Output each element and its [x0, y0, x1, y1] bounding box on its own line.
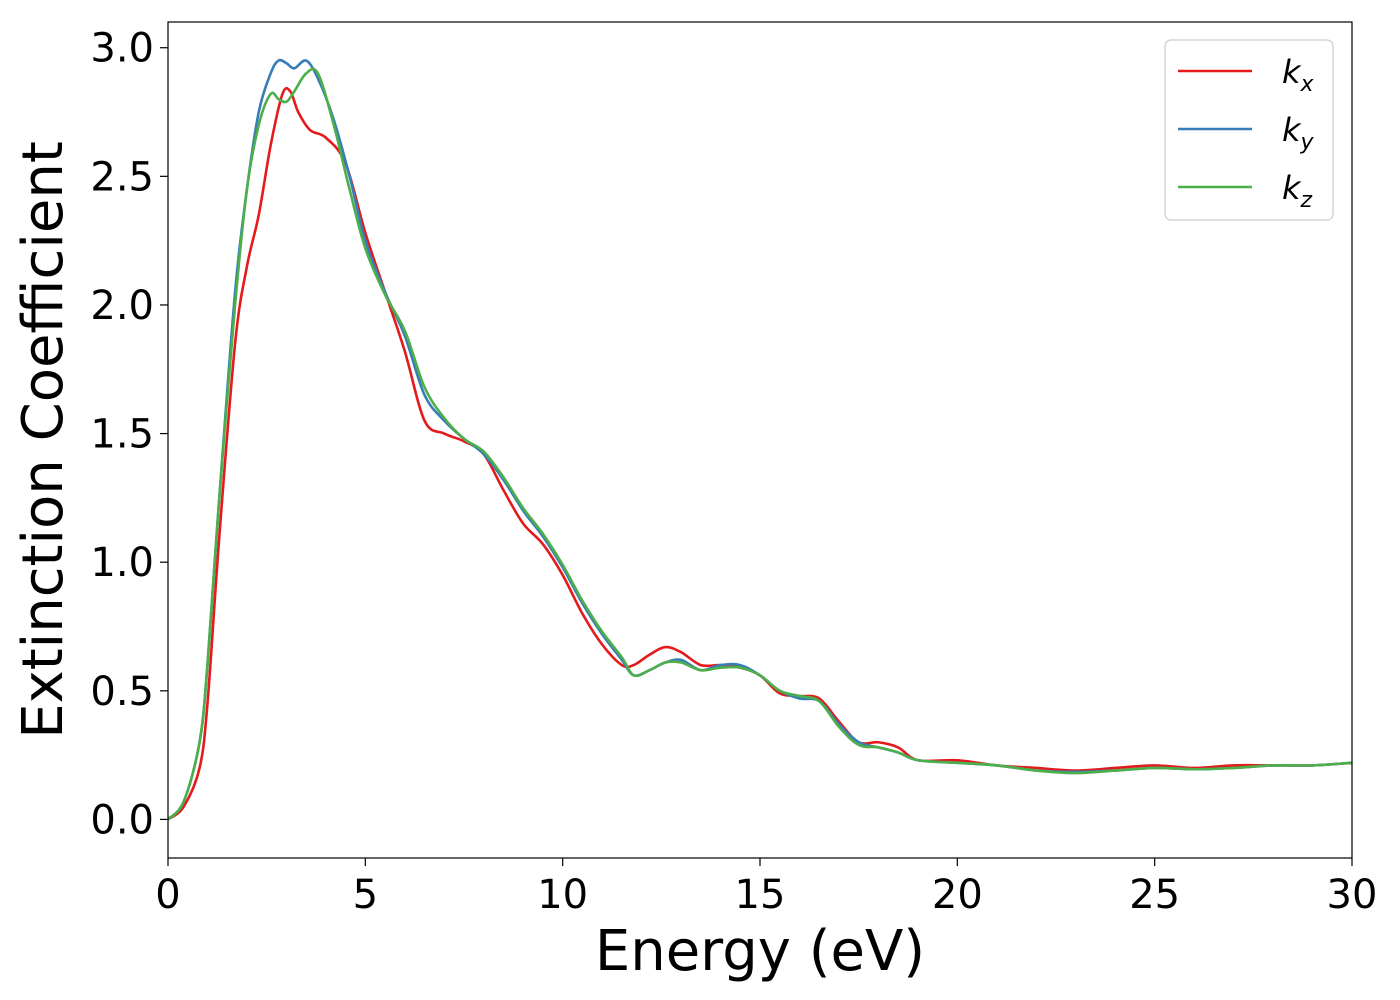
x-axis-ticks: 0 5 10 15 20 25 30 [155, 858, 1377, 918]
x-tick-label: 10 [537, 872, 588, 918]
y-axis-ticks: 0.0 0.5 1.0 1.5 2.0 2.5 3.0 [90, 26, 168, 843]
y-tick-label: 1.5 [90, 412, 154, 458]
y-tick-label: 0.5 [90, 669, 154, 715]
series-layer [168, 58, 1352, 821]
legend-label-ky: ky [1282, 111, 1315, 155]
x-tick-label: 20 [932, 872, 983, 918]
legend-label-kx: kx [1282, 53, 1315, 97]
legend: kx ky kz [1164, 39, 1334, 221]
x-tick-label: 5 [353, 872, 378, 918]
y-tick-label: 2.0 [90, 283, 154, 329]
y-tick-label: 0.0 [90, 797, 154, 843]
y-tick-label: 2.5 [90, 154, 154, 200]
y-tick-label: 1.0 [90, 540, 154, 586]
x-tick-label: 30 [1327, 872, 1378, 918]
legend-label-kz: kz [1282, 169, 1313, 213]
y-tick-label: 3.0 [90, 26, 154, 72]
x-tick-label: 25 [1129, 872, 1180, 918]
series-line-kz [168, 67, 1352, 821]
x-axis-title: Energy (eV) [595, 919, 925, 984]
y-axis-title: Extinction Coefficient [11, 141, 76, 739]
x-tick-label: 15 [735, 872, 786, 918]
x-tick-label: 0 [155, 872, 180, 918]
